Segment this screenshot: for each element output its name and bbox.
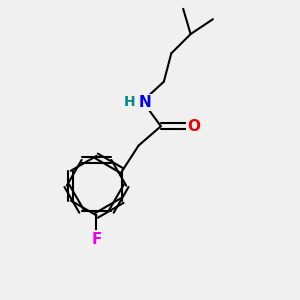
Text: F: F (91, 232, 102, 247)
Text: N: N (138, 95, 151, 110)
Text: H: H (123, 95, 135, 110)
Text: O: O (187, 119, 200, 134)
